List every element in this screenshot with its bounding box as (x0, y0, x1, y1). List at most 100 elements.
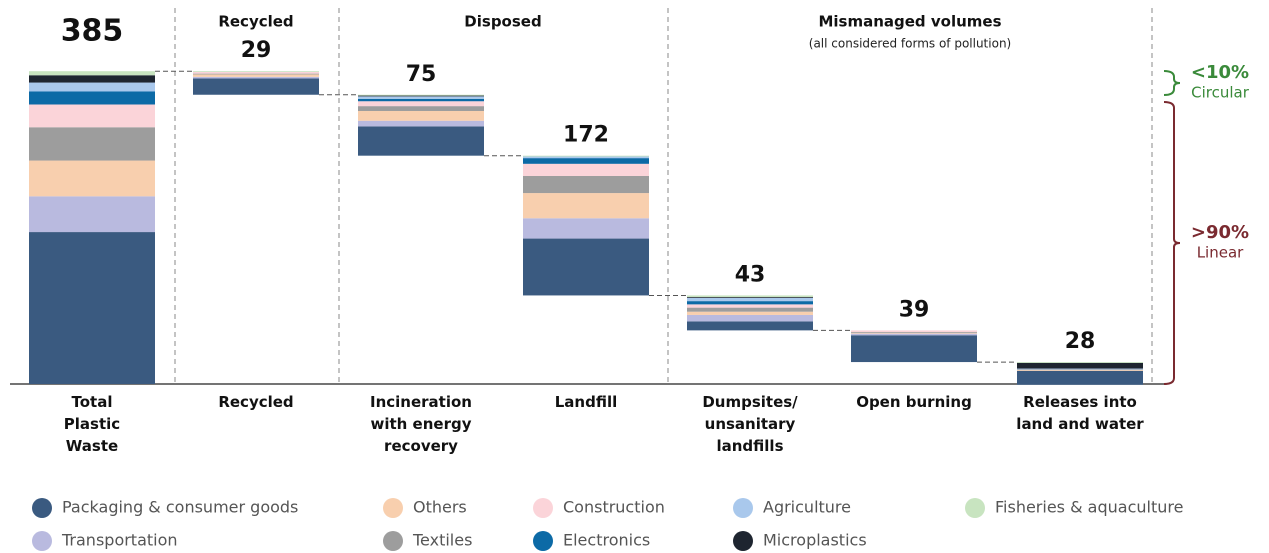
category-line: Incineration (370, 393, 472, 411)
bar-segment (851, 332, 977, 334)
category-line: with energy (370, 415, 471, 433)
bar-segment (358, 94, 484, 96)
bar-segment (851, 335, 977, 363)
bar-segment (358, 101, 484, 107)
legend-label: Transportation (61, 531, 178, 550)
category-label: Incineration with energy recovery (370, 393, 472, 455)
bar-segment (358, 96, 484, 99)
bar-segment (29, 75, 155, 83)
legend-label: Electronics (563, 531, 650, 550)
bar-segment (29, 91, 155, 105)
category-label: Landfill (555, 393, 618, 411)
bar-segment (1017, 371, 1143, 385)
category-label: Releases into land and water (1016, 393, 1144, 433)
bar-segment (29, 104, 155, 128)
bar-segment (687, 297, 813, 298)
category-line: recovery (384, 437, 458, 455)
category-line: Plastic (64, 415, 120, 433)
bracket (1163, 101, 1181, 385)
legend-label: Agriculture (763, 498, 851, 517)
legend-label: Packaging & consumer goods (62, 498, 298, 517)
bar-segment (687, 307, 813, 312)
bar-segment (29, 127, 155, 161)
group-header: Recycled (218, 13, 293, 31)
total-label: 39 (899, 297, 930, 322)
category-label: Total Plastic Waste (64, 393, 120, 455)
bar-segment (523, 156, 649, 159)
bar-segment (358, 98, 484, 102)
bar-segment (687, 314, 813, 322)
legend-label: Construction (563, 498, 665, 517)
annotation-label: <10% (1191, 62, 1249, 83)
bar-segment (29, 82, 155, 92)
group-header: Mismanaged volumes (818, 13, 1001, 31)
total-label: 43 (735, 262, 766, 287)
bar-segment (193, 72, 319, 74)
annotation-label: >90% (1191, 222, 1249, 243)
bar-segment (851, 330, 977, 332)
bar-segment (1017, 362, 1143, 369)
bar-segment (193, 78, 319, 95)
bar-segment (523, 238, 649, 296)
total-label: 29 (241, 38, 272, 63)
legend-swatch (383, 531, 403, 551)
bar-segment (523, 193, 649, 219)
bar-segment (29, 160, 155, 197)
category-line: Dumpsites/ (702, 393, 798, 411)
category-line: Open burning (856, 393, 972, 411)
bar-segment (358, 126, 484, 156)
bar-segment (1017, 369, 1143, 371)
bar-segment (523, 155, 649, 157)
category-label: Recycled (218, 393, 293, 411)
legend-swatch (383, 498, 403, 518)
legend-swatch (965, 498, 985, 518)
bar-segment (851, 333, 977, 336)
category-line: unsanitary (705, 415, 796, 433)
bar-segment (687, 301, 813, 305)
legend-label: Textiles (412, 531, 472, 550)
legend-label: Microplastics (763, 531, 867, 550)
legend-label: Fisheries & aquaculture (995, 498, 1183, 517)
bar-segment (29, 196, 155, 233)
bar-segment (523, 176, 649, 194)
bar-segment (523, 163, 649, 176)
legend-label: Others (413, 498, 467, 517)
legend-swatch (32, 531, 52, 551)
category-label: Dumpsites/unsanitary landfills (702, 393, 798, 455)
bar-segment (687, 304, 813, 308)
bar-segment (358, 95, 484, 97)
total-label: 172 (563, 123, 609, 148)
legend-swatch (533, 498, 553, 518)
bar-segment (523, 158, 649, 164)
group-header: Disposed (464, 13, 541, 31)
bar-segment (687, 311, 813, 315)
category-line: Landfill (555, 393, 618, 411)
bar-segment (358, 120, 484, 127)
bar-segment (1017, 370, 1143, 371)
bar-segment (523, 218, 649, 239)
bar-segment (687, 295, 813, 298)
annotation-sublabel: Linear (1197, 244, 1244, 262)
bracket (1163, 70, 1181, 96)
category-line: Recycled (218, 393, 293, 411)
bar-segment (358, 106, 484, 111)
legend-swatch (32, 498, 52, 518)
legend-swatch (733, 531, 753, 551)
bar-segment (193, 76, 319, 79)
bar-segment (687, 321, 813, 331)
bar-segment (1017, 362, 1143, 363)
total-label: 28 (1065, 329, 1096, 354)
bar-segment (193, 71, 319, 72)
bar-segment (193, 73, 319, 75)
annotation-sublabel: Circular (1191, 84, 1250, 102)
category-label: Open burning (856, 393, 972, 411)
bar-segment (193, 74, 319, 77)
category-line: landfills (716, 437, 783, 455)
category-line: Waste (66, 437, 118, 455)
legend-swatch (733, 498, 753, 518)
bar-segment (29, 232, 155, 384)
category-line: land and water (1016, 415, 1144, 433)
bar-segment (687, 297, 813, 302)
bar-segment (358, 111, 484, 121)
